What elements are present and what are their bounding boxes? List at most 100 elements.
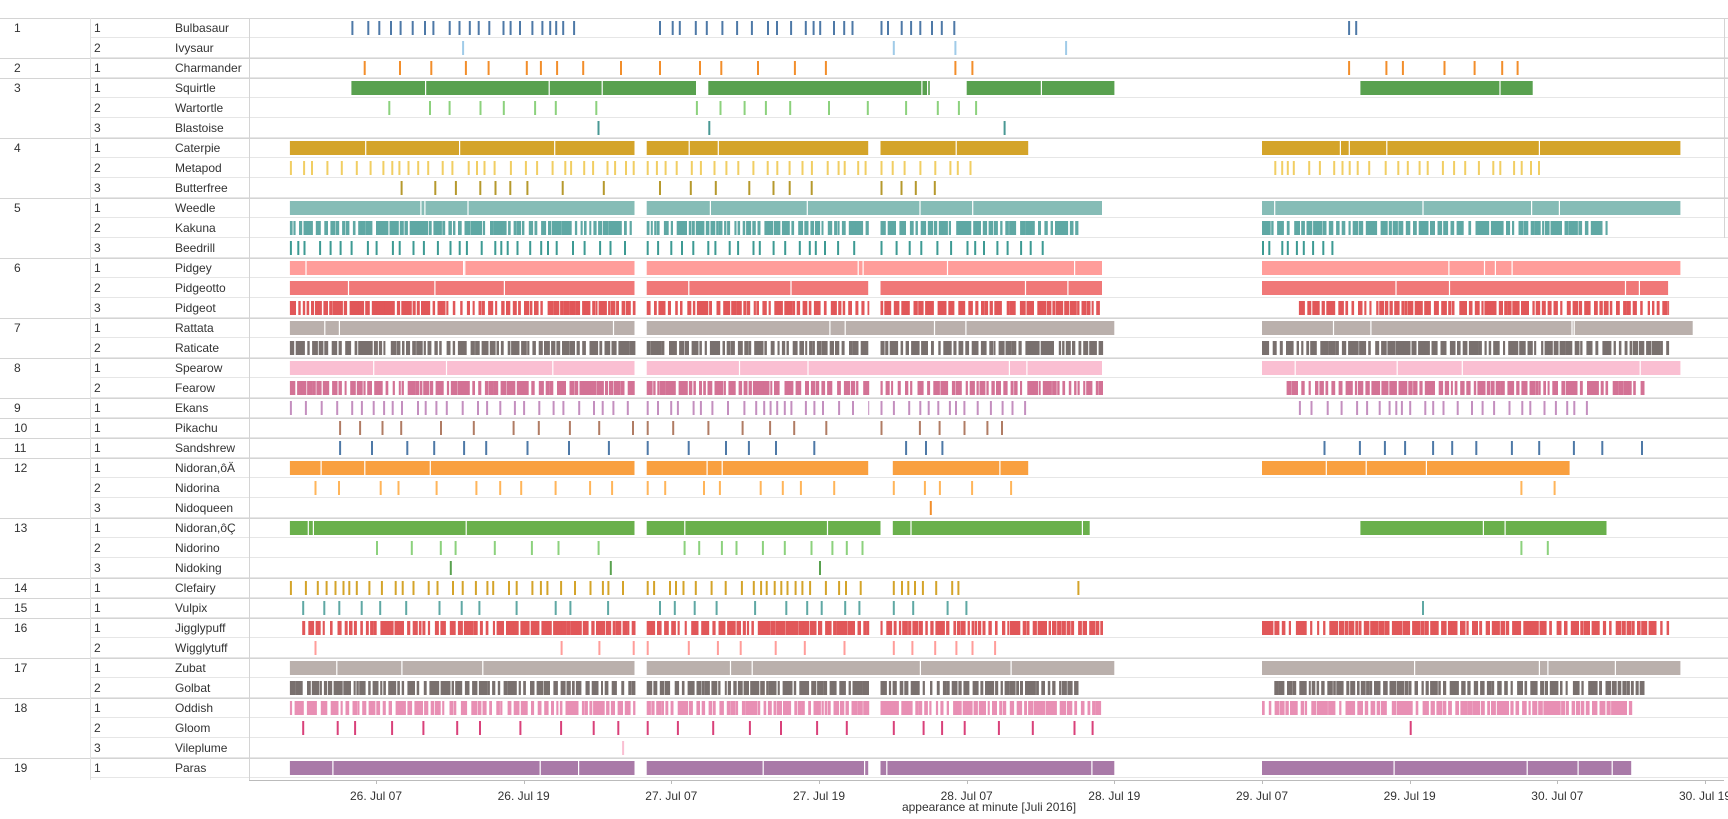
bar-tick — [611, 301, 616, 315]
bar-tick — [430, 381, 434, 395]
bar-tick — [493, 221, 499, 235]
bar-tick — [443, 621, 446, 635]
bar-tick — [1553, 221, 1558, 235]
bar-tick — [1624, 341, 1628, 355]
bar-tick — [905, 341, 909, 355]
bar-tick — [483, 161, 486, 175]
bar-tick — [1379, 301, 1385, 315]
bar-tick — [855, 301, 859, 315]
row-separator — [90, 757, 1728, 758]
bar-tick — [612, 401, 615, 415]
bar-tick — [1553, 341, 1559, 355]
bar-tick — [791, 221, 795, 235]
bar-tick — [1095, 701, 1102, 715]
bar-tick — [388, 701, 392, 715]
bar-tick — [313, 701, 317, 715]
table-row: 3 Butterfree — [0, 178, 1728, 198]
bar-tick — [1016, 681, 1019, 695]
bar-tick — [1385, 381, 1389, 395]
bar-tick — [458, 21, 461, 35]
row-separator — [90, 197, 1728, 198]
bar-gap — [578, 761, 580, 775]
bar-segment — [646, 321, 881, 335]
bar-tick — [1497, 681, 1502, 695]
bar-tick — [1660, 341, 1663, 355]
bar-tick — [1569, 221, 1575, 235]
bar-tick — [920, 221, 927, 235]
bar-tick — [560, 641, 563, 655]
bar-tick — [899, 681, 904, 695]
x-tick — [376, 780, 377, 784]
bar-tick — [524, 701, 528, 715]
bar-tick — [597, 541, 600, 555]
bar-tick — [609, 241, 612, 255]
pokemon-name: Raticate — [175, 341, 220, 355]
bar-tick — [1033, 681, 1036, 695]
bar-tick — [887, 221, 893, 235]
bar-tick — [880, 381, 883, 395]
evolution-stage: 2 — [94, 281, 101, 295]
bar-tick — [948, 301, 954, 315]
bar-tick — [409, 221, 416, 235]
bar-tick — [1078, 621, 1082, 635]
bar-tick — [534, 221, 538, 235]
bar-tick — [976, 221, 981, 235]
bar-tick — [812, 341, 815, 355]
bar-tick — [1009, 621, 1015, 635]
x-tick — [1409, 780, 1411, 784]
bar-tick — [1468, 221, 1472, 235]
bar-tick — [1316, 681, 1320, 695]
bar-tick — [1580, 621, 1584, 635]
bar-tick — [965, 381, 968, 395]
bar-tick — [337, 621, 342, 635]
bar-tick — [1322, 241, 1325, 255]
bar-tick — [1052, 381, 1057, 395]
bar-tick — [1355, 221, 1359, 235]
bar-tick — [608, 301, 611, 315]
bar-tick — [373, 621, 377, 635]
bar-tick — [803, 621, 810, 635]
bar-tick — [1492, 161, 1495, 175]
bar-tick — [1091, 301, 1094, 315]
bar-tick — [814, 241, 817, 255]
bar-tick — [841, 341, 845, 355]
bar-tick — [989, 301, 993, 315]
bar-tick — [963, 721, 966, 735]
bar-tick — [707, 241, 710, 255]
bar-tick — [946, 701, 949, 715]
bar-tick — [299, 221, 303, 235]
bar-tick — [1048, 621, 1051, 635]
series-vulpix — [302, 601, 1424, 615]
bar-tick — [1647, 301, 1650, 315]
bar-tick — [758, 341, 764, 355]
bar-tick — [1401, 301, 1405, 315]
bar-tick — [1078, 341, 1082, 355]
pokemon-name: Gloom — [175, 721, 211, 735]
bar-tick — [357, 701, 360, 715]
bar-tick — [1505, 701, 1509, 715]
bar-tick — [892, 601, 895, 615]
bar-tick — [1568, 381, 1573, 395]
bar-tick — [1666, 621, 1670, 635]
evolution-stage: 1 — [94, 81, 101, 95]
bar-tick — [1001, 401, 1004, 415]
bar-tick — [797, 701, 802, 715]
bar-tick — [1087, 701, 1091, 715]
pokemon-name: Vileplume — [175, 741, 228, 755]
bar-tick — [721, 621, 726, 635]
bar-tick — [935, 701, 939, 715]
bar-tick — [1046, 381, 1052, 395]
bar-tick — [338, 481, 340, 495]
bar-tick — [467, 161, 470, 175]
bar-tick — [575, 681, 579, 695]
bar-tick — [915, 701, 919, 715]
bar-tick — [1553, 481, 1556, 495]
bar-tick — [1594, 301, 1598, 315]
bar-tick — [907, 581, 910, 595]
bar-tick — [370, 341, 373, 355]
family-number: 10 — [14, 421, 28, 435]
bar-tick — [762, 621, 768, 635]
row-separator — [90, 597, 1728, 598]
bar-tick — [621, 341, 626, 355]
bar-tick — [865, 701, 870, 715]
